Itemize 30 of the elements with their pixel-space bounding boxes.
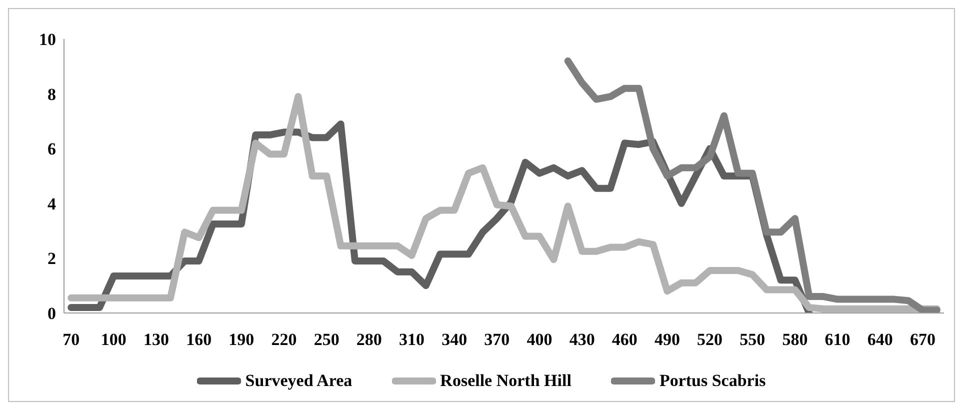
x-tick-label: 460 (612, 330, 638, 350)
x-tick-label: 400 (526, 330, 552, 350)
x-tick-label: 520 (697, 330, 723, 350)
x-tick-label: 490 (654, 330, 680, 350)
x-tick-label: 340 (442, 330, 468, 350)
x-tick-label: 130 (144, 330, 170, 350)
x-tick-label: 160 (186, 330, 212, 350)
x-tick-label: 550 (740, 330, 766, 350)
x-tick-label: 640 (867, 330, 893, 350)
x-tick-label: 190 (228, 330, 254, 350)
x-tick-label: 220 (271, 330, 297, 350)
x-tick-label: 100 (100, 330, 126, 350)
legend-label: Portus Scabris (658, 371, 766, 391)
x-tick-label: 370 (484, 330, 510, 350)
x-tick-label: 430 (569, 330, 595, 350)
x-tick-label: 250 (314, 330, 340, 350)
x-tick-label: 580 (782, 330, 808, 350)
x-tick-label: 310 (398, 330, 424, 350)
x-tick-label: 670 (910, 330, 936, 350)
y-tick-label: 6 (48, 140, 56, 159)
y-tick-label: 2 (48, 249, 56, 268)
x-tick-label: 280 (356, 330, 382, 350)
x-tick-label: 70 (62, 330, 80, 350)
y-tick-label: 8 (48, 84, 56, 104)
x-tick-label: 610 (824, 330, 850, 350)
legend-label: Roselle North Hill (439, 371, 572, 391)
y-tick-label: 4 (48, 194, 56, 214)
y-tick-label: 0 (48, 304, 56, 324)
legend-label: Surveyed Area (244, 371, 352, 391)
y-tick-label: 10 (39, 30, 56, 50)
